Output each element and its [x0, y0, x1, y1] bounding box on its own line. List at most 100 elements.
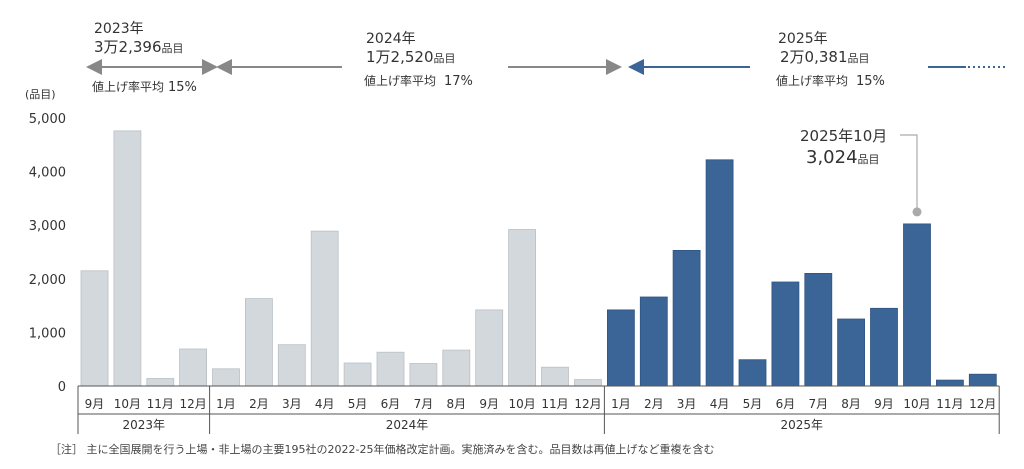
x-tick-year: 2024年 [386, 418, 429, 432]
bar-2024年-1月 [212, 368, 240, 387]
bar-2025年-12月 [968, 373, 997, 387]
summary-2023-year: 2023年 [94, 21, 144, 37]
bar-2025年-1月 [607, 309, 635, 387]
bar-2025年-5月 [738, 359, 767, 387]
bar-2024年-12月 [574, 379, 602, 387]
callout-2025-10: 2025年10月 3,024品目 [800, 127, 922, 217]
x-tick-month: 2月 [644, 397, 664, 411]
bar-2025年-11月 [936, 379, 964, 387]
y-tick-label: 5,000 [29, 112, 66, 127]
callout-dot [912, 207, 922, 217]
x-tick-month: 3月 [282, 397, 302, 411]
footnote: ［注］ 主に全国展開を行う上場・非上場の主要195社の2022-25年価格改定計… [50, 443, 715, 456]
bar-2024年-7月 [409, 363, 438, 387]
summary-2024-rate: 17% [444, 74, 473, 89]
summary-2023-rate-line: 値上げ率平均 15% [92, 79, 197, 95]
summary-2023-rate-label: 値上げ率平均 [92, 79, 164, 94]
bar-2024年-2月 [244, 298, 273, 387]
y-axis-unit-label: (品目) [25, 88, 56, 101]
x-tick-month: 11月 [936, 397, 963, 411]
summary-2025-rate-label: 値上げ率平均 [776, 73, 848, 88]
x-tick-month: 10月 [508, 397, 535, 411]
x-tick-month: 8月 [841, 397, 861, 411]
x-tick-month: 4月 [710, 397, 730, 411]
summary-2023-count: 3万2,396 [94, 38, 162, 56]
bar-2025年-3月 [672, 249, 701, 387]
summary-2025-unit: 品目 [848, 52, 870, 65]
callout-unit: 品目 [858, 153, 880, 166]
x-tick-month: 12月 [969, 397, 996, 411]
x-tick-month: 10月 [903, 397, 930, 411]
bar-2023年-10月 [113, 130, 142, 387]
x-tick-month: 11月 [147, 397, 174, 411]
summary-2024-rate-label: 値上げ率平均 [364, 73, 436, 88]
summary-2025-year: 2025年 [778, 31, 828, 47]
summary-2024-count: 1万2,520 [366, 48, 434, 66]
bar-2025年-8月 [837, 318, 865, 387]
x-tick-month: 7月 [414, 397, 434, 411]
bar-2025年-9月 [870, 307, 898, 387]
callout-value-line: 3,024品目 [806, 147, 880, 168]
summary-2023-rate: 15% [168, 80, 197, 95]
x-tick-month: 9月 [874, 397, 894, 411]
x-tick-year: 2023年 [123, 418, 166, 432]
summary-2023-unit: 品目 [162, 42, 184, 55]
x-tick-month: 2月 [249, 397, 269, 411]
x-tick-month: 12月 [179, 397, 206, 411]
x-tick-month: 3月 [677, 397, 697, 411]
x-tick-month: 9月 [479, 397, 499, 411]
bar-2024年-8月 [442, 349, 471, 387]
callout-label: 2025年10月 [800, 127, 887, 145]
bar-2024年-3月 [277, 344, 306, 387]
x-tick-month: 8月 [446, 397, 466, 411]
bar-2025年-7月 [804, 272, 833, 387]
y-axis-ticks: 0 1,000 2,000 3,000 4,000 5,000 [29, 112, 66, 395]
bar-2024年-5月 [343, 362, 372, 387]
y-tick-label: 2,000 [29, 273, 66, 288]
x-tick-month: 9月 [85, 397, 105, 411]
bar-2024年-9月 [475, 309, 504, 387]
bar-2024年-11月 [541, 366, 569, 387]
callout-leader-line [900, 134, 918, 208]
bar-2025年-6月 [771, 281, 800, 387]
summary-2024-rate-line: 値上げ率平均 17% [364, 73, 473, 89]
y-tick-label: 4,000 [29, 166, 66, 181]
x-tick-month: 5月 [743, 397, 763, 411]
bar-2024年-6月 [376, 351, 405, 387]
x-tick-month: 5月 [348, 397, 368, 411]
callout-value: 3,024 [806, 147, 858, 168]
bar-2023年-11月 [146, 378, 175, 387]
summary-2023: 2023年 3万2,396品目 値上げ率平均 15% [86, 21, 218, 95]
summary-2025: 2025年 2万0,381品目 値上げ率平均 15% [628, 31, 1006, 89]
bar-series [80, 130, 997, 387]
summary-2025-count-line: 2万0,381品目 [780, 48, 870, 66]
summary-2024: 2024年 1万2,520品目 値上げ率平均 17% [216, 31, 622, 89]
bar-2023年-12月 [179, 348, 208, 387]
summary-2024-year: 2024年 [366, 31, 416, 47]
x-tick-month: 12月 [574, 397, 601, 411]
x-tick-month: 6月 [381, 397, 401, 411]
bar-2025年-2月 [639, 296, 668, 387]
x-tick-month: 11月 [541, 397, 568, 411]
bar-2024年-4月 [310, 230, 339, 387]
y-tick-label: 1,000 [29, 326, 66, 341]
summary-2025-count: 2万0,381 [780, 48, 848, 66]
bar-2025年-4月 [705, 159, 734, 387]
bar-2025年-10月 [903, 223, 931, 387]
x-tick-month: 10月 [114, 397, 141, 411]
x-axis: 9月 10月 11月 12月 1月 2月 3月 4月 5月 6月 7月 8月 9月 10月 11月 12月 1月… [77, 385, 1000, 434]
summary-2024-count-line: 1万2,520品目 [366, 48, 456, 66]
x-tick-month: 4月 [315, 397, 335, 411]
x-tick-month: 1月 [216, 397, 236, 411]
summary-2024-unit: 品目 [434, 52, 456, 65]
bar-2024年-10月 [508, 229, 537, 387]
bar-2023年-9月 [80, 270, 109, 387]
summary-2025-rate-line: 値上げ率平均 15% [776, 73, 885, 89]
y-tick-label: 3,000 [29, 219, 66, 234]
y-tick-label: 0 [58, 380, 66, 395]
price-hike-bar-chart: 2023年 3万2,396品目 値上げ率平均 15% 2024年 1万2,520品… [25, 21, 1006, 434]
summary-2023-count-line: 3万2,396品目 [94, 38, 184, 56]
summary-2025-rate: 15% [856, 74, 885, 89]
x-tick-month: 7月 [808, 397, 828, 411]
x-tick-month: 1月 [611, 397, 631, 411]
